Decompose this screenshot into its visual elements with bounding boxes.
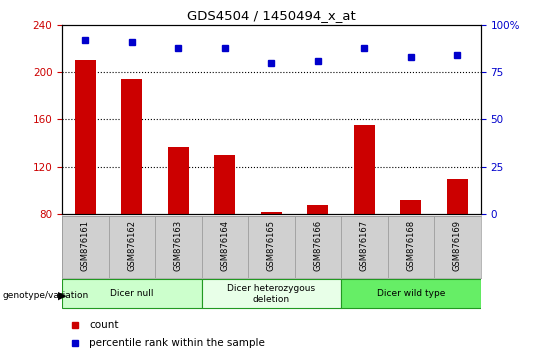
- Bar: [214, 155, 235, 214]
- Bar: [341, 280, 481, 308]
- Text: GSM876163: GSM876163: [174, 220, 183, 271]
- Bar: [447, 179, 468, 214]
- Bar: [155, 216, 201, 278]
- Bar: [168, 147, 189, 214]
- Text: Dicer wild type: Dicer wild type: [377, 289, 445, 298]
- Text: ▶: ▶: [58, 291, 67, 301]
- Bar: [62, 280, 201, 308]
- Bar: [201, 280, 341, 308]
- Bar: [354, 125, 375, 214]
- Bar: [75, 60, 96, 214]
- Bar: [109, 216, 155, 278]
- Bar: [307, 205, 328, 214]
- Text: GSM876167: GSM876167: [360, 220, 369, 271]
- Text: GSM876162: GSM876162: [127, 220, 136, 271]
- Bar: [295, 216, 341, 278]
- Text: Dicer null: Dicer null: [110, 289, 153, 298]
- Text: count: count: [89, 320, 119, 330]
- Text: GSM876161: GSM876161: [81, 220, 90, 271]
- Bar: [122, 79, 143, 214]
- Bar: [201, 216, 248, 278]
- Bar: [400, 200, 421, 214]
- Bar: [261, 212, 282, 214]
- Title: GDS4504 / 1450494_x_at: GDS4504 / 1450494_x_at: [187, 9, 356, 22]
- Text: GSM876166: GSM876166: [313, 220, 322, 271]
- Bar: [248, 216, 295, 278]
- Text: percentile rank within the sample: percentile rank within the sample: [89, 338, 265, 348]
- Bar: [62, 216, 109, 278]
- Bar: [434, 216, 481, 278]
- Text: GSM876164: GSM876164: [220, 220, 230, 271]
- Bar: [341, 216, 388, 278]
- Text: GSM876165: GSM876165: [267, 220, 276, 271]
- Text: GSM876169: GSM876169: [453, 220, 462, 271]
- Text: Dicer heterozygous
deletion: Dicer heterozygous deletion: [227, 284, 315, 303]
- Text: GSM876168: GSM876168: [407, 220, 415, 271]
- Bar: [388, 216, 434, 278]
- Text: genotype/variation: genotype/variation: [3, 291, 89, 300]
